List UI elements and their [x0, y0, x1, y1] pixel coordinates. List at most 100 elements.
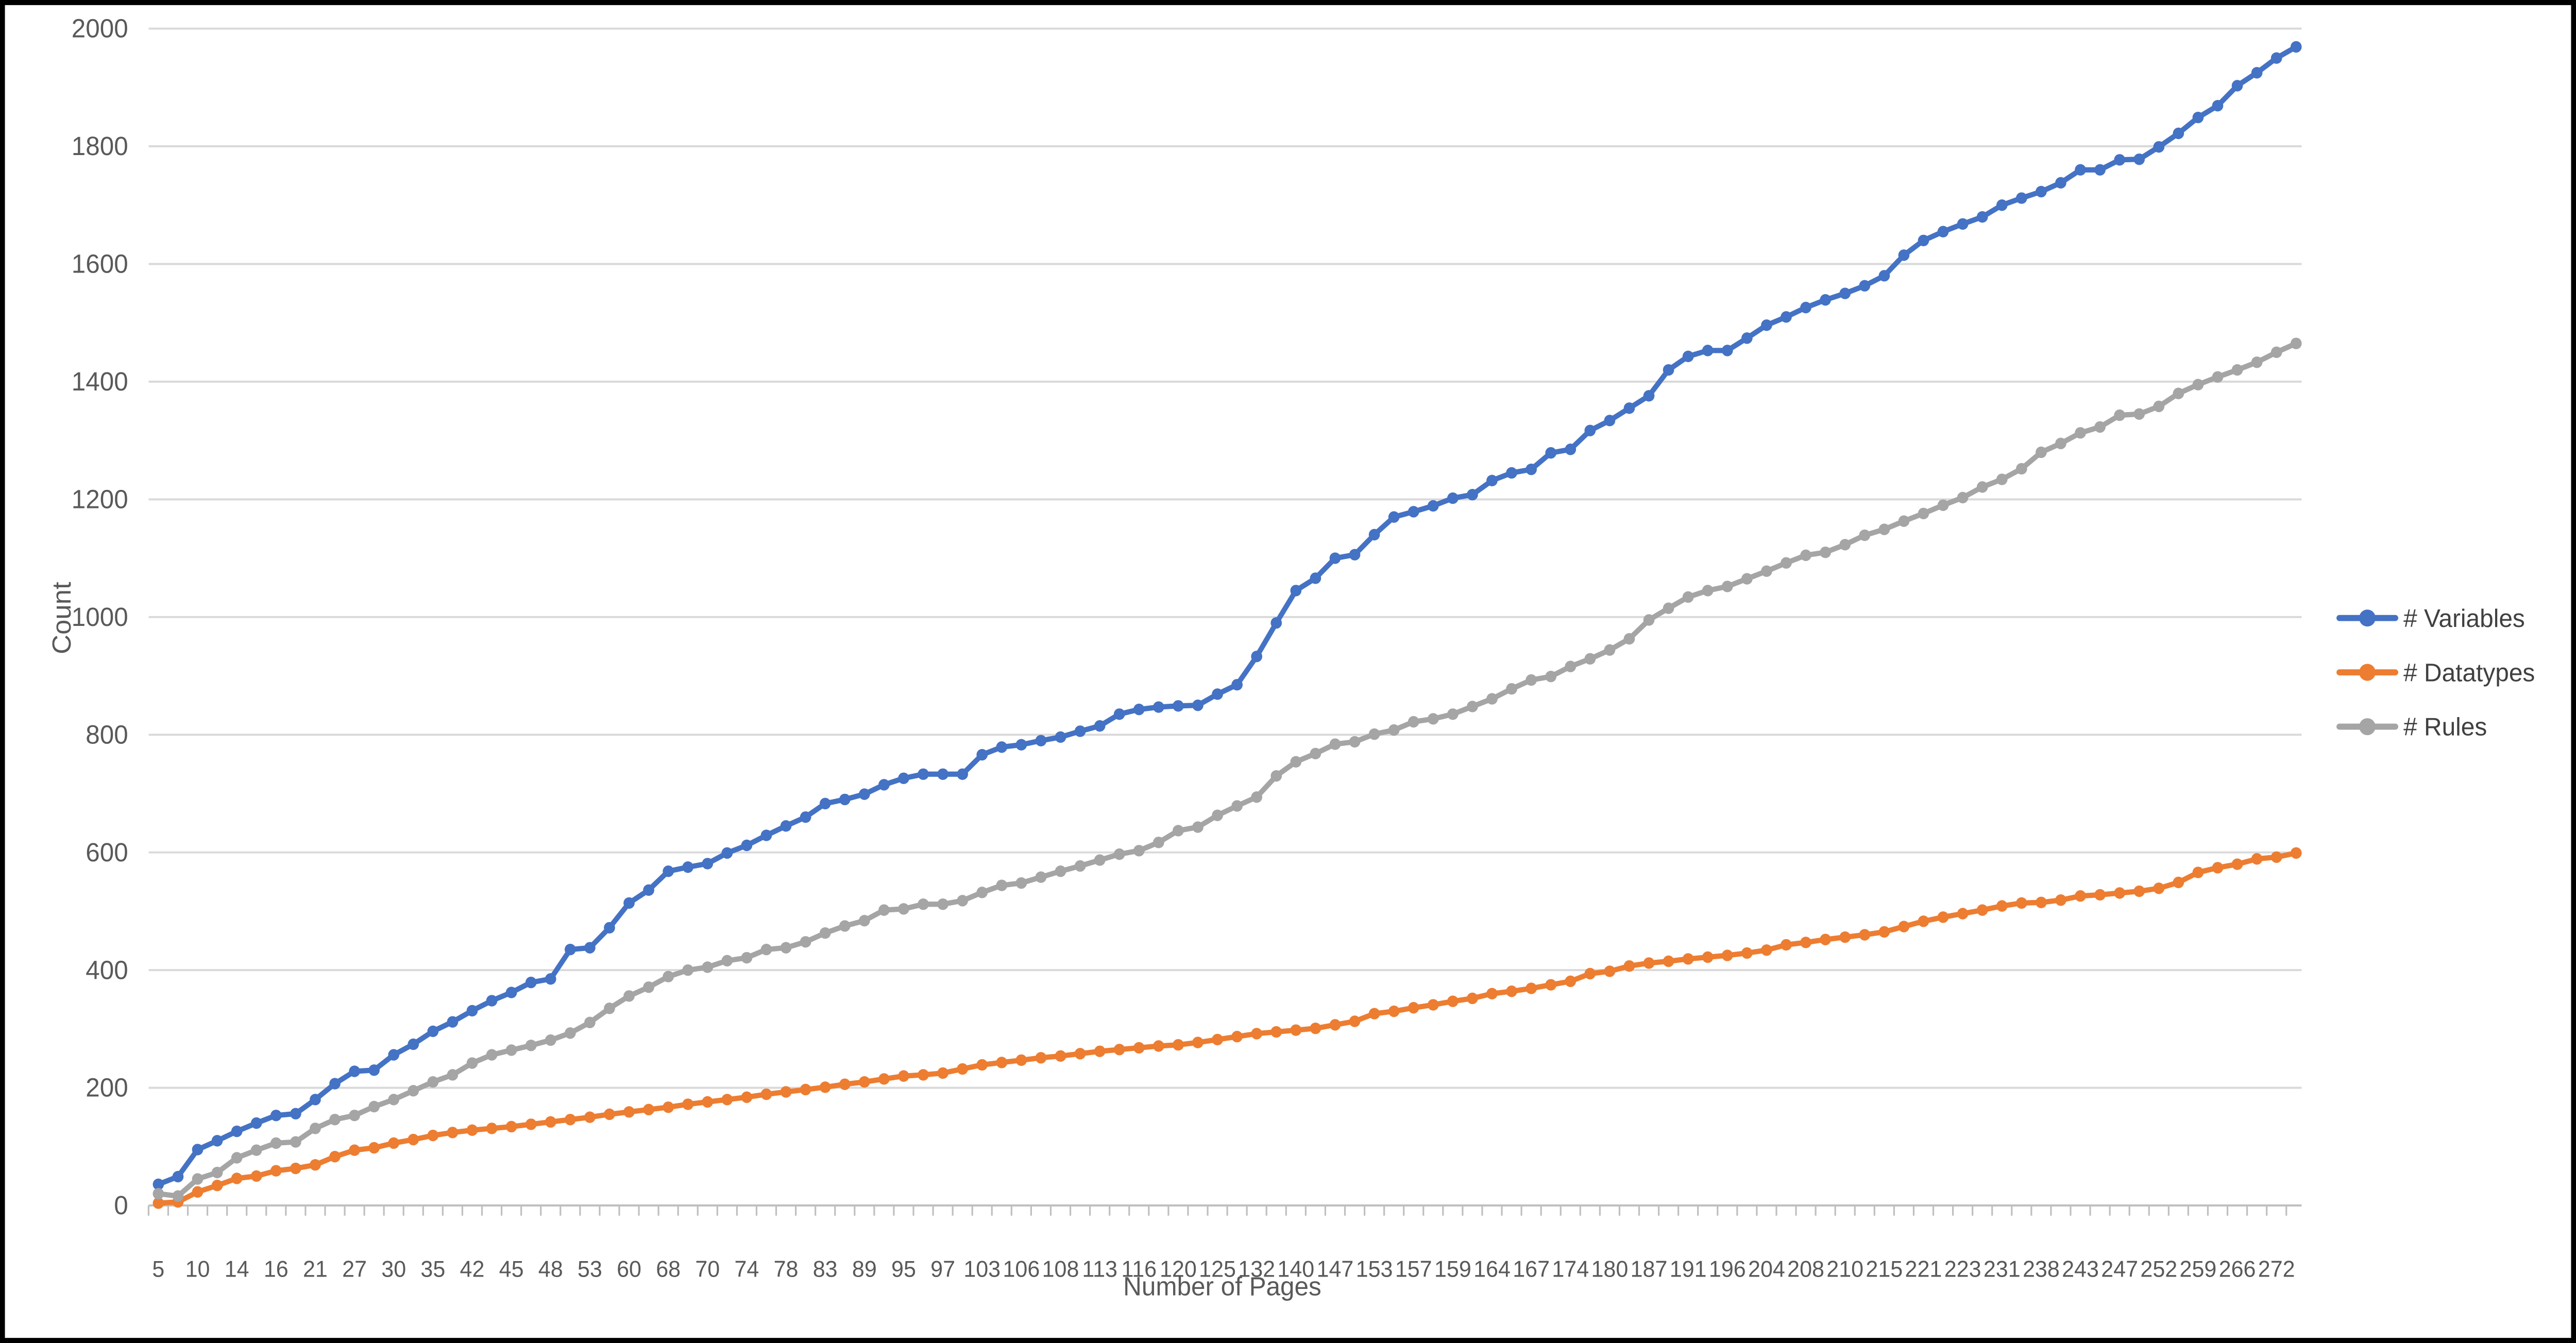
data-point-marker: [2133, 885, 2145, 897]
x-tick-label: 78: [774, 1256, 799, 1282]
data-point-marker: [2251, 67, 2263, 79]
data-point-marker: [388, 1094, 400, 1106]
data-point-marker: [702, 1096, 714, 1108]
data-point-marker: [2231, 80, 2243, 92]
data-point-marker: [152, 1178, 164, 1191]
data-point-marker: [800, 1083, 811, 1096]
data-point-marker: [1427, 999, 1439, 1011]
data-point-marker: [800, 811, 811, 823]
data-point-marker: [1329, 552, 1341, 564]
x-axis-tick-marks: [147, 1205, 2287, 1216]
data-point-marker: [1251, 791, 1263, 803]
data-point-marker: [1898, 515, 1910, 527]
data-point-marker: [1761, 319, 1772, 331]
data-point-marker: [1212, 809, 1223, 821]
data-point-marker: [2270, 851, 2282, 863]
x-tick-label: 30: [381, 1256, 406, 1282]
data-point-marker: [1212, 688, 1223, 700]
data-point-marker: [310, 1159, 321, 1171]
data-point-marker: [1270, 1026, 1282, 1038]
x-tick-label: 266: [2219, 1256, 2256, 1282]
data-point-marker: [643, 981, 654, 993]
data-point-marker: [211, 1166, 223, 1179]
data-point-marker: [760, 943, 772, 956]
data-point-marker: [1055, 1050, 1066, 1062]
data-point-marker: [878, 904, 890, 916]
data-point-marker: [1604, 965, 1616, 977]
data-point-marker: [1996, 900, 2008, 912]
data-point-marker: [564, 943, 576, 956]
data-point-marker: [1310, 747, 1321, 760]
data-point-marker: [1604, 644, 1616, 656]
data-point-marker: [1859, 529, 1871, 541]
data-point-marker: [741, 1091, 753, 1103]
data-point-marker: [2153, 882, 2165, 894]
data-point-marker: [1741, 332, 1753, 344]
data-point-marker: [231, 1152, 243, 1164]
data-point-marker: [1702, 585, 1714, 597]
data-point-marker: [231, 1125, 243, 1137]
data-point-marker: [1447, 708, 1459, 720]
data-point-marker: [663, 971, 674, 982]
data-point-marker: [1839, 931, 1851, 943]
data-point-marker: [2036, 896, 2047, 908]
data-point-marker: [1251, 1028, 1263, 1040]
gridlines: [148, 27, 2302, 1207]
data-point-marker: [1408, 1002, 1419, 1014]
data-point-marker: [1878, 270, 1890, 282]
legend-item-variables: # Variables: [2336, 604, 2525, 633]
data-point-marker: [349, 1065, 360, 1077]
x-tick-label: 48: [538, 1256, 563, 1282]
data-point-marker: [957, 895, 969, 907]
data-point-marker: [270, 1165, 282, 1177]
data-point-marker: [1721, 949, 1733, 961]
data-point-marker: [898, 903, 909, 915]
data-series-layer: [152, 41, 2302, 1209]
x-axis-tick-labels: 5 10 14 16 21 27 30 35 42 45 48 53 60 68 70 74 78 83 89 95 9…: [152, 1256, 2295, 1282]
data-point-marker: [2094, 164, 2106, 176]
data-point-marker: [2133, 153, 2145, 165]
data-point-marker: [2173, 127, 2184, 140]
data-point-marker: [1643, 957, 1655, 969]
y-tick-label: 2000: [72, 14, 128, 43]
data-point-marker: [1015, 877, 1027, 889]
data-point-marker: [2173, 876, 2184, 889]
data-point-marker: [1976, 211, 1988, 223]
data-point-marker: [1565, 444, 1577, 455]
data-point-marker: [152, 1187, 164, 1200]
data-point-marker: [1918, 915, 1929, 927]
data-point-marker: [2153, 141, 2165, 153]
data-point-marker: [192, 1144, 204, 1155]
x-tick-label: 259: [2180, 1256, 2217, 1282]
series-variables: [152, 41, 2302, 1191]
data-point-marker: [819, 927, 831, 939]
x-tick-label: 174: [1552, 1256, 1589, 1282]
data-point-marker: [1310, 572, 1321, 584]
y-tick-label: 0: [114, 1191, 128, 1220]
data-point-marker: [2114, 409, 2125, 421]
x-tick-label: 89: [852, 1256, 877, 1282]
data-point-marker: [2075, 427, 2086, 439]
data-point-marker: [702, 961, 714, 973]
data-point-marker: [2290, 41, 2302, 53]
data-point-marker: [1682, 953, 1694, 965]
data-point-marker: [1467, 701, 1478, 712]
data-point-marker: [819, 1081, 831, 1093]
x-tick-label: 103: [963, 1256, 1001, 1282]
x-tick-label: 231: [1984, 1256, 2021, 1282]
data-point-marker: [1820, 294, 1831, 306]
data-point-marker: [1427, 713, 1439, 725]
data-point-marker: [1839, 539, 1851, 551]
data-point-marker: [2015, 192, 2027, 204]
data-point-marker: [1506, 683, 1517, 695]
data-point-marker: [505, 987, 517, 998]
data-point-marker: [545, 1116, 556, 1128]
data-point-marker: [1074, 725, 1086, 737]
data-point-marker: [937, 768, 948, 780]
data-point-marker: [1859, 929, 1871, 941]
data-point-marker: [643, 884, 654, 896]
data-point-marker: [231, 1172, 243, 1184]
data-point-marker: [1545, 447, 1557, 459]
